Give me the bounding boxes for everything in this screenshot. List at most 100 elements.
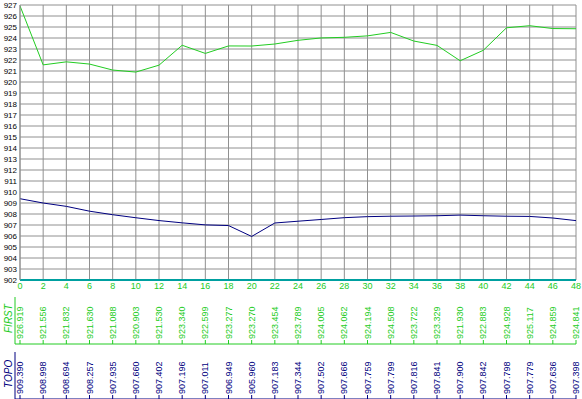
svg-text:906.949: 906.949 xyxy=(224,361,234,394)
svg-text:923: 923 xyxy=(8,45,18,54)
svg-text:908.998: 908.998 xyxy=(38,361,48,394)
svg-text:907.816: 907.816 xyxy=(409,361,419,394)
svg-text:913: 913 xyxy=(8,155,18,164)
svg-text:28: 28 xyxy=(339,281,349,291)
svg-text:34: 34 xyxy=(409,281,419,291)
svg-text:8: 8 xyxy=(110,281,115,291)
svg-text:4: 4 xyxy=(64,281,69,291)
svg-text:14: 14 xyxy=(177,281,187,291)
svg-text:902: 902 xyxy=(8,276,18,285)
svg-text:32: 32 xyxy=(386,281,396,291)
svg-text:48: 48 xyxy=(571,281,574,291)
svg-text:FIRST: FIRST xyxy=(8,303,14,333)
svg-text:907.798: 907.798 xyxy=(502,361,512,394)
svg-text:917: 917 xyxy=(8,111,18,120)
svg-text:907.935: 907.935 xyxy=(108,361,118,394)
svg-text:903: 903 xyxy=(8,265,18,274)
svg-text:923.722: 923.722 xyxy=(409,306,419,339)
svg-text:907.183: 907.183 xyxy=(270,361,280,394)
svg-text:920: 920 xyxy=(8,78,18,87)
svg-text:18: 18 xyxy=(223,281,233,291)
svg-text:921.832: 921.832 xyxy=(61,306,71,339)
svg-text:922.883: 922.883 xyxy=(478,306,488,339)
svg-text:38: 38 xyxy=(455,281,465,291)
svg-text:904: 904 xyxy=(8,254,18,263)
svg-text:907.636: 907.636 xyxy=(548,361,558,394)
svg-text:921.556: 921.556 xyxy=(38,306,48,339)
svg-text:2: 2 xyxy=(41,281,46,291)
svg-text:925: 925 xyxy=(8,23,18,32)
svg-text:907: 907 xyxy=(8,221,18,230)
svg-text:20: 20 xyxy=(247,281,257,291)
svg-text:924.508: 924.508 xyxy=(386,306,396,339)
svg-text:910: 910 xyxy=(8,188,18,197)
svg-text:46: 46 xyxy=(548,281,558,291)
svg-text:916: 916 xyxy=(8,122,18,131)
svg-text:907.402: 907.402 xyxy=(154,361,164,394)
svg-text:907.759: 907.759 xyxy=(363,361,373,394)
svg-text:923.277: 923.277 xyxy=(224,306,234,339)
svg-text:907.842: 907.842 xyxy=(478,361,488,394)
svg-text:TOPO: TOPO xyxy=(8,360,14,388)
svg-text:919: 919 xyxy=(8,89,18,98)
svg-text:924.928: 924.928 xyxy=(502,306,512,339)
svg-text:907.779: 907.779 xyxy=(525,361,535,394)
svg-text:923.329: 923.329 xyxy=(432,306,442,339)
svg-text:922: 922 xyxy=(8,56,18,65)
svg-text:909.390: 909.390 xyxy=(15,361,25,394)
svg-text:926: 926 xyxy=(8,12,18,21)
svg-text:44: 44 xyxy=(525,281,535,291)
svg-text:911: 911 xyxy=(8,177,18,186)
svg-text:923.340: 923.340 xyxy=(177,306,187,339)
svg-text:925.117: 925.117 xyxy=(525,307,535,339)
svg-text:921.630: 921.630 xyxy=(85,306,95,339)
svg-text:924: 924 xyxy=(8,34,18,43)
svg-text:909: 909 xyxy=(8,199,18,208)
svg-text:921.930: 921.930 xyxy=(455,306,465,339)
svg-text:16: 16 xyxy=(200,281,210,291)
svg-text:10: 10 xyxy=(131,281,141,291)
svg-text:922.599: 922.599 xyxy=(200,306,210,339)
svg-text:924.062: 924.062 xyxy=(339,306,349,339)
svg-text:923.270: 923.270 xyxy=(247,306,257,339)
svg-text:905: 905 xyxy=(8,243,18,252)
svg-text:12: 12 xyxy=(154,281,164,291)
svg-text:905.960: 905.960 xyxy=(247,361,257,394)
svg-text:924.859: 924.859 xyxy=(548,306,558,339)
svg-text:908.257: 908.257 xyxy=(85,361,95,394)
svg-text:915: 915 xyxy=(8,133,18,142)
svg-text:923.454: 923.454 xyxy=(270,306,280,339)
svg-text:920.903: 920.903 xyxy=(131,306,141,339)
svg-text:26: 26 xyxy=(316,281,326,291)
svg-text:907.900: 907.900 xyxy=(455,361,465,394)
svg-text:0: 0 xyxy=(17,281,22,291)
svg-text:912: 912 xyxy=(8,166,18,175)
svg-text:924.841: 924.841 xyxy=(571,306,574,339)
svg-text:907.196: 907.196 xyxy=(177,361,187,394)
svg-text:914: 914 xyxy=(8,144,18,153)
svg-text:907.660: 907.660 xyxy=(131,361,141,394)
svg-text:907.011: 907.011 xyxy=(200,362,210,394)
svg-text:22: 22 xyxy=(270,281,280,291)
svg-text:921: 921 xyxy=(8,67,18,76)
svg-text:6: 6 xyxy=(87,281,92,291)
svg-text:906: 906 xyxy=(8,232,18,241)
svg-text:24: 24 xyxy=(293,281,303,291)
svg-text:907.344: 907.344 xyxy=(293,361,303,394)
svg-text:918: 918 xyxy=(8,100,18,109)
svg-text:908: 908 xyxy=(8,210,18,219)
svg-text:924.194: 924.194 xyxy=(363,306,373,339)
svg-text:924.005: 924.005 xyxy=(316,306,326,339)
svg-text:907.398: 907.398 xyxy=(571,361,574,394)
svg-text:36: 36 xyxy=(432,281,442,291)
svg-text:907.502: 907.502 xyxy=(316,361,326,394)
svg-text:926.919: 926.919 xyxy=(15,306,25,339)
svg-text:927: 927 xyxy=(8,1,18,10)
svg-text:30: 30 xyxy=(362,281,372,291)
svg-text:921.530: 921.530 xyxy=(154,306,164,339)
svg-text:921.088: 921.088 xyxy=(108,306,118,339)
svg-text:907.666: 907.666 xyxy=(339,361,349,394)
svg-text:907.799: 907.799 xyxy=(386,361,396,394)
svg-text:923.789: 923.789 xyxy=(293,306,303,339)
svg-text:908.694: 908.694 xyxy=(61,361,71,394)
